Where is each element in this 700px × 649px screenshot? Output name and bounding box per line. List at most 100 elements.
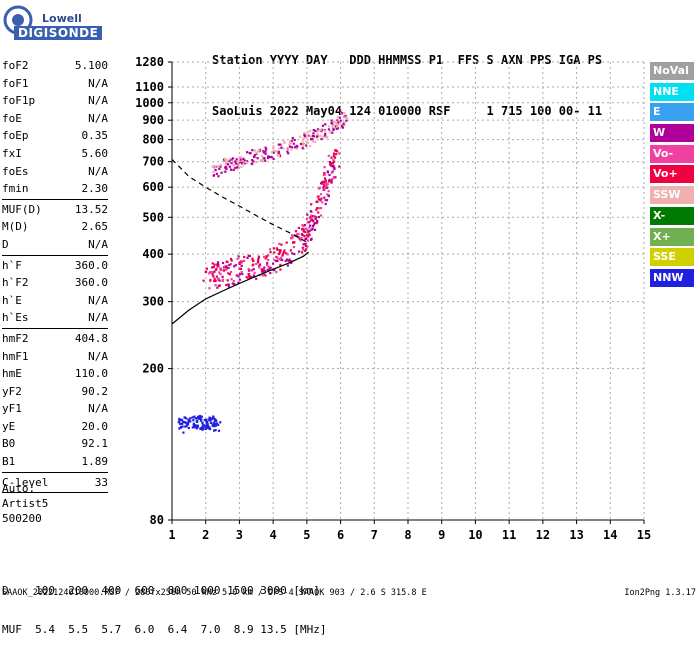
trace-point xyxy=(328,173,331,177)
trace-point xyxy=(192,419,195,422)
trace-point xyxy=(240,272,243,275)
param-row: yE 20.0 xyxy=(2,418,108,436)
trace-point xyxy=(322,188,325,191)
trace-point xyxy=(344,116,347,119)
trace-point xyxy=(191,416,194,419)
trace-point xyxy=(301,227,304,230)
trace-point xyxy=(213,270,216,273)
trace-point xyxy=(331,177,334,180)
trace-point xyxy=(336,127,339,130)
trace-point xyxy=(230,158,233,161)
trace-point xyxy=(214,429,217,432)
trace-point xyxy=(219,165,222,168)
legend-item-ssw: SSW xyxy=(650,186,694,205)
data-point xyxy=(177,420,181,424)
trace-point xyxy=(252,160,255,163)
param-name: fxI xyxy=(2,146,22,160)
trace-point xyxy=(256,150,259,153)
data-point xyxy=(334,149,337,152)
trace-point xyxy=(330,165,333,168)
trace-point xyxy=(324,183,327,186)
trace-point xyxy=(203,424,206,427)
param-row: h`Es N/A xyxy=(2,309,108,327)
trace-point xyxy=(240,159,244,162)
trace-point xyxy=(213,277,216,281)
trace-point xyxy=(199,419,203,422)
trace-point xyxy=(291,236,294,239)
trace-point xyxy=(217,175,220,178)
trace-point xyxy=(249,152,252,155)
trace-point xyxy=(319,199,322,202)
param-name: foF1 xyxy=(2,76,29,90)
trace-point xyxy=(332,124,335,127)
trace-point xyxy=(319,206,323,210)
trace-point xyxy=(213,279,216,283)
trace-point xyxy=(267,268,270,271)
y-tick-label: 80 xyxy=(150,513,164,527)
data-point xyxy=(187,418,191,421)
trace-point xyxy=(314,140,317,143)
param-row: C-level 33 xyxy=(2,474,108,492)
trace-point xyxy=(285,252,288,255)
trace-point xyxy=(189,420,192,423)
trace-point xyxy=(200,427,203,430)
trace-point xyxy=(313,215,316,218)
trace-point xyxy=(276,248,279,251)
trace-point xyxy=(283,141,286,144)
trace-point xyxy=(265,148,268,151)
trace-point xyxy=(254,156,257,159)
param-value: 360.0 xyxy=(74,258,108,272)
y-tick-label: 700 xyxy=(142,155,164,169)
param-name: hmF1 xyxy=(2,349,29,363)
param-separator xyxy=(2,471,108,473)
trace-point xyxy=(257,255,261,258)
trace-point xyxy=(245,160,249,163)
trace-point xyxy=(304,227,307,230)
plot-grid xyxy=(171,61,645,521)
trace-point xyxy=(194,417,197,420)
trace-point xyxy=(290,148,293,151)
trace-point xyxy=(241,162,244,165)
trace-point xyxy=(234,166,237,169)
trace-point xyxy=(323,173,326,176)
param-value: 13.52 xyxy=(74,202,108,216)
trace-point xyxy=(307,230,310,233)
trace-point xyxy=(233,283,236,286)
trace-point xyxy=(246,151,249,154)
param-row: MUF(D) 13.52 xyxy=(2,201,108,219)
trace-point xyxy=(286,253,289,256)
trace-point xyxy=(273,258,276,261)
trace-point xyxy=(189,417,192,420)
trace-point xyxy=(280,146,283,149)
trace-point xyxy=(267,265,270,268)
trace-point xyxy=(312,223,315,226)
param-value: 20.0 xyxy=(81,419,109,433)
trace-point xyxy=(339,109,342,113)
trace-point xyxy=(227,283,230,286)
trace-point xyxy=(210,271,213,274)
trace-point xyxy=(310,203,313,206)
trace-point xyxy=(308,226,311,229)
trace-point xyxy=(330,171,333,174)
trace-point xyxy=(304,134,307,137)
trace-point xyxy=(251,257,254,260)
trace-point xyxy=(202,279,205,282)
trace-point xyxy=(305,248,308,251)
trace-point xyxy=(217,429,221,432)
param-name: B0 xyxy=(2,437,16,451)
param-row: M(D) 2.65 xyxy=(2,218,108,236)
trace-point xyxy=(277,152,280,155)
trace-point xyxy=(327,194,330,197)
x-tick-label: 4 xyxy=(270,528,277,542)
auto-code: 500200 xyxy=(2,512,42,525)
trace-point xyxy=(281,253,285,256)
trace-point xyxy=(215,275,218,278)
data-point xyxy=(214,268,218,271)
trace-point xyxy=(267,156,270,160)
param-value: 33 xyxy=(94,475,108,489)
param-name: fmin xyxy=(2,182,29,196)
trace-point xyxy=(286,264,289,267)
param-name: B1 xyxy=(2,455,16,469)
trace-point xyxy=(218,271,221,274)
trace-point xyxy=(298,250,301,253)
